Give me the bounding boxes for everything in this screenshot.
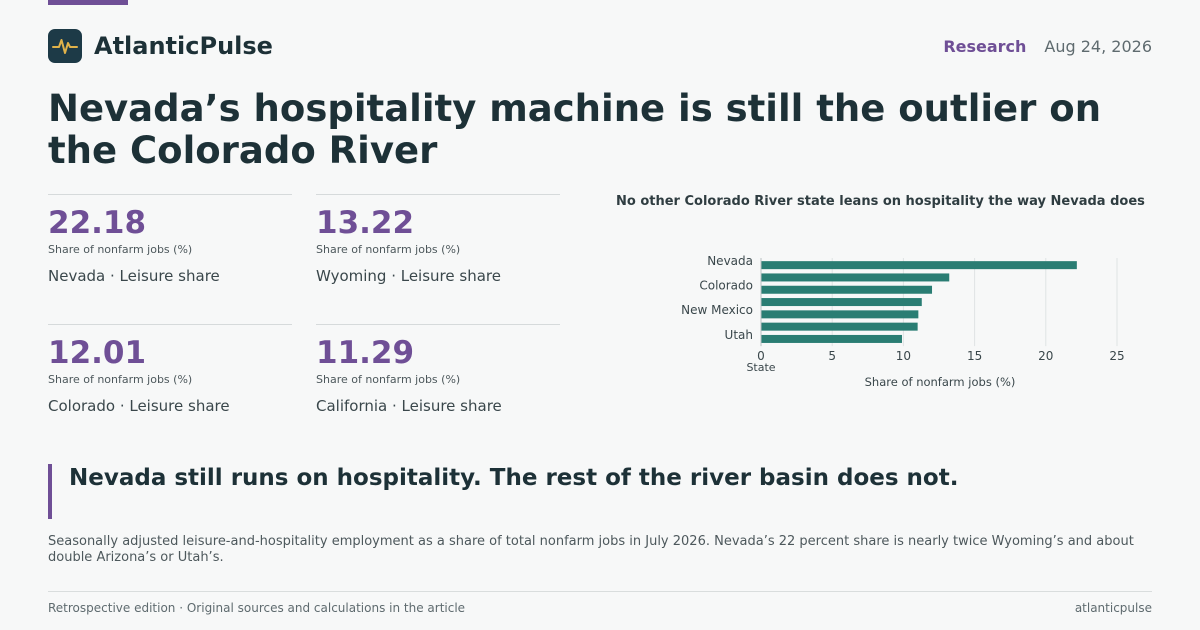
chart-description: Seasonally adjusted leisure-and-hospital… [48, 534, 1134, 565]
category-label: Utah [725, 328, 753, 342]
chart-panel: No other Colorado River state leans on h… [616, 194, 1156, 404]
tick-label: 5 [828, 349, 836, 363]
tick-label: 25 [1109, 349, 1124, 363]
stat-card: 11.29 Share of nonfarm jobs (%) Californ… [316, 324, 560, 415]
stat-card: 13.22 Share of nonfarm jobs (%) Wyoming … [316, 194, 560, 285]
section-link-research[interactable]: Research [943, 36, 1027, 56]
stat-label: California · Leisure share [316, 397, 502, 415]
x-axis-label: Share of nonfarm jobs (%) [865, 375, 1016, 389]
category-label: Nevada [707, 254, 753, 268]
site-header: AtlanticPulse Research Aug 24, 2026 [48, 28, 1152, 64]
stat-unit: Share of nonfarm jobs (%) [48, 373, 193, 386]
stat-label: Colorado · Leisure share [48, 397, 230, 415]
stat-unit: Share of nonfarm jobs (%) [316, 373, 461, 386]
footer-site-link[interactable]: atlanticpulse [1074, 601, 1152, 615]
headline: Nevada’s hospitality machine is still th… [48, 87, 1102, 172]
bar [761, 310, 919, 319]
header-meta: Research Aug 24, 2026 [943, 37, 1152, 56]
chart-title: No other Colorado River state leans on h… [616, 194, 1145, 209]
stat-value: 22.18 [48, 205, 147, 241]
stat-card: 12.01 Share of nonfarm jobs (%) Colorado… [48, 324, 292, 415]
bar [761, 285, 933, 294]
bar-chart: Nevada Colorado New Mexico Utah 0 5 10 15 20 25 St… [681, 254, 1125, 389]
bar [761, 322, 918, 331]
bar [761, 261, 1077, 270]
pulse-icon [48, 29, 82, 63]
tick-label: 0 [757, 349, 765, 363]
bar [761, 273, 950, 282]
stat-unit: Share of nonfarm jobs (%) [48, 243, 193, 256]
brand-name: AtlanticPulse [94, 32, 273, 60]
stat-value: 13.22 [316, 205, 415, 241]
category-label: New Mexico [681, 303, 753, 317]
footer: Retrospective edition · Original sources… [48, 591, 1152, 615]
pull-quote: Nevada still runs on hospitality. The re… [48, 464, 1148, 519]
stat-value: 11.29 [316, 335, 415, 371]
stat-unit: Share of nonfarm jobs (%) [316, 243, 461, 256]
stat-label: Nevada · Leisure share [48, 267, 220, 285]
tick-label: 10 [896, 349, 911, 363]
tick-label: 15 [967, 349, 982, 363]
footer-edition-note: Retrospective edition · Original sources… [48, 601, 466, 615]
bar [761, 334, 902, 343]
pull-quote-text: Nevada still runs on hospitality. The re… [69, 465, 959, 491]
stat-card: 22.18 Share of nonfarm jobs (%) Nevada ·… [48, 194, 292, 285]
bar [761, 298, 922, 307]
brand[interactable]: AtlanticPulse [48, 29, 273, 63]
stat-value: 12.01 [48, 335, 147, 371]
publish-date: Aug 24, 2026 [1044, 36, 1152, 56]
top-accent-bar [48, 0, 128, 5]
y-axis-label: State [746, 361, 775, 374]
category-label: Colorado [699, 279, 753, 293]
stat-label: Wyoming · Leisure share [316, 267, 501, 285]
tick-label: 20 [1038, 349, 1053, 363]
